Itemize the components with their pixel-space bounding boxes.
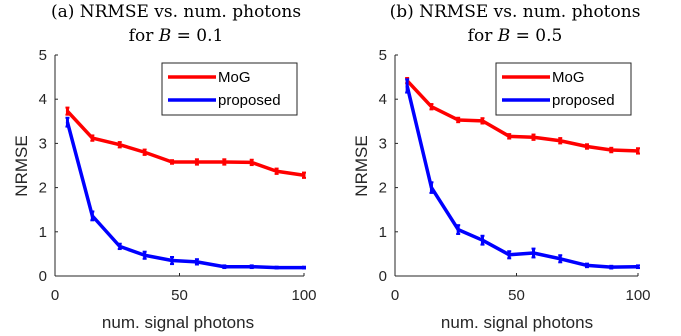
series-line: [65, 121, 304, 270]
series-proposed: [65, 116, 306, 270]
legend: MoG proposed: [161, 62, 298, 116]
chart-panel-b: (b) NRMSE vs. num. photons for B = 0.5 0…: [352, 2, 651, 332]
chart-title-line-1: (a) NRMSE vs. num. photons: [51, 2, 301, 22]
legend-label: MoG: [218, 69, 251, 86]
y-tick-label: 5: [379, 47, 387, 64]
y-tick-label: 2: [379, 180, 387, 197]
data-point: [585, 263, 589, 267]
data-point: [405, 84, 409, 88]
data-point: [170, 259, 174, 263]
data-point: [636, 265, 640, 269]
x-tick-label: 0: [51, 287, 59, 304]
data-point: [118, 143, 122, 147]
legend-label: MoG: [552, 69, 585, 86]
y-tick-label: 1: [39, 224, 47, 241]
data-point: [532, 251, 536, 255]
data-point: [480, 238, 484, 242]
data-point: [456, 228, 460, 232]
data-point: [250, 265, 254, 269]
data-point: [195, 260, 199, 264]
data-point: [250, 160, 254, 164]
data-point: [90, 136, 94, 140]
data-point: [429, 186, 433, 190]
y-tick-label: 5: [39, 47, 47, 64]
series-line: [66, 109, 305, 177]
chart-title-line-2: for B = 0.1: [129, 26, 224, 46]
y-tick-label: 0: [39, 268, 47, 285]
x-axis-label: num. signal photons: [102, 313, 254, 332]
x-tick-label: 100: [625, 287, 650, 304]
data-point: [558, 139, 562, 143]
data-point: [302, 173, 306, 177]
legend-box: [161, 62, 298, 116]
y-tick-label: 4: [39, 91, 47, 108]
data-point: [65, 120, 69, 124]
legend-label: proposed: [218, 92, 281, 109]
data-point: [507, 134, 511, 138]
legend-label: proposed: [552, 92, 615, 109]
y-tick-label: 0: [379, 268, 387, 285]
data-point: [429, 105, 433, 109]
chart-title-line-2: for B = 0.5: [468, 26, 563, 46]
y-axis-label: NRMSE: [352, 135, 371, 196]
x-tick-label: 50: [171, 287, 188, 304]
data-point: [118, 244, 122, 248]
legend: MoG proposed: [495, 62, 632, 116]
data-point: [143, 253, 147, 257]
data-point: [532, 135, 536, 139]
series-mog: [405, 76, 640, 155]
data-point: [90, 214, 94, 218]
x-axis-label: num. signal photons: [441, 313, 593, 332]
y-tick-label: 2: [39, 180, 47, 197]
y-tick-label: 3: [39, 135, 47, 152]
y-tick-label: 4: [379, 91, 387, 108]
data-point: [222, 160, 226, 164]
data-point: [65, 109, 69, 113]
data-point: [456, 118, 460, 122]
data-point: [507, 253, 511, 257]
x-tick-label: 0: [391, 287, 399, 304]
chart-panel-a: (a) NRMSE vs. num. photons for B = 0.1 0…: [12, 2, 317, 332]
data-point: [609, 265, 613, 269]
y-tick-label: 3: [379, 135, 387, 152]
series-line: [405, 85, 639, 269]
data-point: [302, 266, 306, 270]
series-proposed: [405, 78, 640, 270]
data-point: [275, 266, 279, 270]
data-point: [585, 144, 589, 148]
y-tick-label: 1: [379, 224, 387, 241]
data-point: [480, 119, 484, 123]
data-point: [636, 149, 640, 153]
data-point: [222, 265, 226, 269]
data-point: [143, 150, 147, 154]
x-tick-label: 100: [291, 287, 316, 304]
data-point: [558, 257, 562, 261]
data-point: [275, 169, 279, 173]
data-point: [609, 148, 613, 152]
series-mog: [65, 106, 306, 179]
y-axis-label: NRMSE: [12, 135, 31, 196]
series-line: [405, 79, 639, 153]
legend-box: [495, 62, 632, 116]
chart-title-line-1: (b) NRMSE vs. num. photons: [390, 2, 641, 22]
data-point: [170, 160, 174, 164]
data-point: [195, 160, 199, 164]
x-tick-label: 50: [508, 287, 525, 304]
